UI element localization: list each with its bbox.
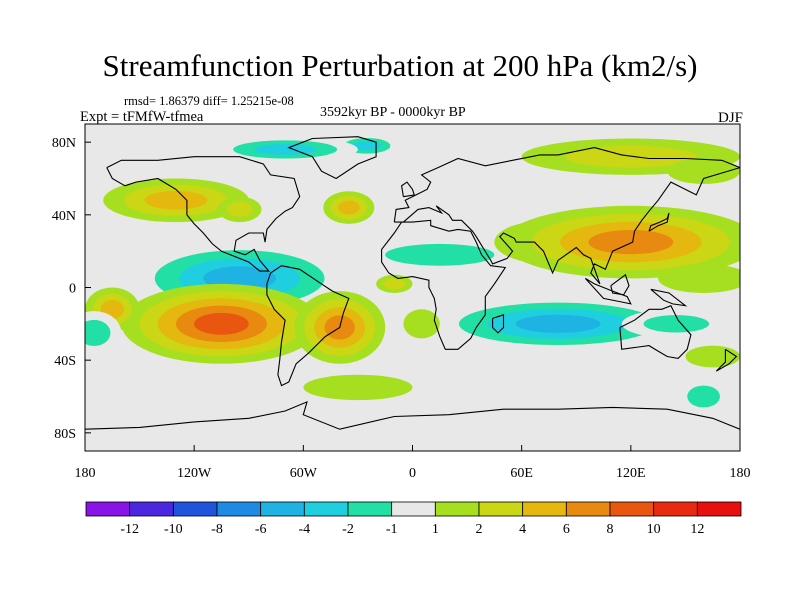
colorbar-swatch-14 [696, 501, 742, 517]
x-axis: 180 120W 60W 0 60E 120E 180 [75, 445, 751, 481]
coastline-greenland [287, 136, 377, 180]
y-tick-label-0: 80N [52, 136, 76, 151]
x-tick-label-5: 120E [616, 466, 646, 481]
colorbar-label-3: -6 [255, 522, 267, 537]
coastlines [85, 136, 740, 430]
anomaly-cell-14-level-0 [658, 263, 740, 293]
season-label: DJF [717, 110, 743, 126]
colorbar-label-1: -10 [164, 522, 183, 537]
colorbar-swatch-5 [303, 501, 349, 517]
coastline-antarctica [85, 400, 740, 430]
y-axis: 80N 40N 0 40S 80S [52, 136, 91, 442]
y-tick-label-3: 40S [54, 354, 76, 369]
colorbar-swatch-7 [391, 501, 436, 517]
colorbar-swatch-0 [85, 501, 131, 517]
coastline-north-america [106, 156, 301, 272]
colorbar-label-5: -2 [342, 522, 354, 537]
anomaly-cell-13-level-3 [588, 229, 674, 255]
colorbar-label-6: -1 [386, 522, 398, 537]
y-tick-label-4: 80S [54, 427, 76, 442]
colorbar-label-4: -4 [298, 522, 310, 537]
colorbar-swatch-2 [172, 501, 218, 517]
x-tick-label-4: 60E [510, 466, 533, 481]
experiment-label: Expt = tFMfW-tfmea [80, 109, 204, 125]
x-tick-label-1: 120W [177, 466, 212, 481]
anomaly-cell-7-level-2 [337, 200, 360, 215]
anomaly-cell-21-level-1 [643, 315, 710, 333]
colorbar-label-0: -12 [120, 522, 139, 537]
anomaly-cell-19-level-1 [85, 319, 111, 346]
colorbar-label-11: 8 [607, 522, 614, 537]
colorbar-label-7: 1 [432, 522, 439, 537]
anomaly-cell-16-level-4 [194, 312, 249, 335]
coastline-south-america [266, 265, 350, 387]
colorbar-swatch-6 [347, 501, 393, 517]
anomaly-cell-3-level-2 [144, 190, 208, 210]
coastline-australia [619, 305, 692, 359]
anomaly-cell-1-level-0 [141, 134, 193, 150]
chart-title: Streamfunction Perturbation at 200 hPa (… [102, 48, 698, 83]
stats-label: rmsd= 1.86379 diff= 1.25215e-08 [124, 94, 294, 108]
coastline-uk [401, 181, 416, 198]
x-tick-label-2: 60W [290, 466, 318, 481]
coastline-madagascar [492, 314, 505, 334]
colorbar-swatch-4 [260, 501, 305, 517]
colorbar-swatch-12 [609, 501, 655, 517]
anomaly-cell-6-level-0 [667, 158, 740, 184]
colorbar-swatch-9 [478, 501, 524, 517]
colorbar-swatch-1 [129, 501, 174, 517]
coastline-indonesia [584, 277, 632, 305]
colorbar: -12 -10 -8 -6 -4 -2 -1 1 2 4 6 8 10 12 [85, 501, 742, 537]
coastline-new-zealand [715, 348, 738, 372]
colorbar-swatch-8 [434, 501, 480, 517]
anomaly-cell-11-level-1 [385, 243, 495, 266]
anomaly-cell-20-level-3 [515, 314, 601, 333]
anomaly-cell-2-level-2 [253, 143, 317, 155]
colorbar-label-13: 12 [690, 522, 704, 537]
coastline-new-guinea [650, 288, 688, 307]
colorbar-label-10: 6 [563, 522, 570, 537]
x-tick-label-3: 0 [409, 466, 416, 481]
colorbar-swatch-13 [653, 501, 698, 517]
y-tick-label-2: 0 [69, 282, 76, 297]
period-label: 3592kyr BP - 0000kyr BP [320, 105, 466, 120]
coastline-japan [648, 212, 670, 232]
coastline-eurasia [393, 147, 740, 285]
anomaly-cell-8-level-1 [226, 201, 253, 218]
anomaly-cell-25-level-0 [685, 345, 740, 368]
colorbar-label-2: -8 [211, 522, 223, 537]
colorbar-swatch-10 [522, 501, 567, 517]
colorbar-label-8: 2 [476, 522, 483, 537]
coastline-borneo [610, 273, 630, 296]
x-tick-label-0: 180 [75, 466, 96, 481]
anomaly-cell-4-level-0 [412, 133, 486, 152]
anomaly-cell-24-level-1 [687, 385, 720, 408]
anomaly-cell-23-level-0 [303, 374, 413, 401]
y-tick-label-1: 40N [52, 209, 76, 224]
colorbar-label-12: 10 [647, 522, 661, 537]
anomaly-cell-5-level-1 [565, 145, 697, 168]
colorbar-label-9: 4 [519, 522, 526, 537]
colorbar-swatch-3 [216, 501, 262, 517]
anomaly-cell-15-level-1 [383, 278, 406, 290]
colorbar-swatch-11 [565, 501, 611, 517]
anomaly-cell-22-level-0 [403, 309, 440, 339]
coastline-africa [381, 219, 507, 350]
anomaly-cell-0-level-2 [352, 141, 382, 151]
x-tick-label-6: 180 [730, 466, 751, 481]
